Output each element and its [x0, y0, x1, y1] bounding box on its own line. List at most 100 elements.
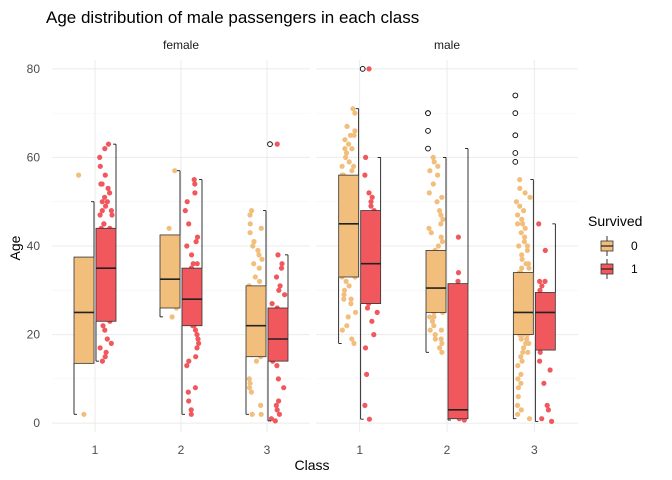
data-point-female-class3-survived0	[249, 411, 255, 417]
outlier-male-class2-survived0	[425, 110, 431, 116]
data-point-male-class3-survived0	[527, 194, 533, 200]
data-point-female-class3-survived1	[276, 411, 282, 417]
data-point-male-class3-survived0	[515, 394, 521, 400]
boxplot-female-class3-survived0	[245, 210, 267, 415]
data-point-male-class3-survived0	[515, 385, 522, 391]
data-point-male-class2-survived1	[455, 234, 461, 240]
data-point-female-class2-survived1	[186, 221, 192, 227]
data-point-male-class3-survived0	[521, 345, 527, 351]
data-point-male-class3-survived0	[519, 265, 525, 271]
data-point-male-class3-survived0	[518, 371, 524, 377]
data-point-male-class3-survived0	[515, 376, 521, 382]
data-point-male-class1-survived1	[364, 305, 371, 311]
data-point-male-class1-survived0	[351, 340, 357, 346]
x-tick-label-female-1: 1	[92, 443, 99, 457]
data-point-male-class1-survived0	[347, 132, 354, 138]
box-female-class1-survived0	[73, 256, 95, 364]
outlier-female-class3-survived1	[267, 141, 273, 147]
data-point-male-class3-survived0	[519, 216, 525, 222]
data-point-female-class1-survived1	[101, 221, 107, 227]
data-point-female-class1-survived0	[81, 411, 87, 417]
data-point-male-class3-survived0	[514, 402, 521, 408]
data-point-female-class2-survived1	[194, 261, 200, 267]
data-point-female-class1-survived1	[104, 199, 110, 205]
outlier-male-class3-survived0	[512, 132, 519, 139]
data-point-female-class2-survived1	[184, 363, 190, 369]
legend-title: Survived	[588, 213, 642, 229]
data-point-male-class3-survived0	[522, 225, 528, 231]
data-point-male-class3-survived0	[526, 416, 533, 422]
data-point-male-class3-survived0	[515, 411, 521, 417]
data-point-male-class2-survived0	[431, 159, 437, 165]
data-point-male-class3-survived0	[521, 239, 528, 245]
data-point-female-class1-survived1	[100, 323, 106, 329]
facet-label-female: female	[163, 38, 199, 52]
data-point-female-class2-survived1	[184, 243, 190, 249]
box-male-class1-survived1	[360, 210, 382, 304]
box-male-class3-survived1	[534, 292, 556, 351]
x-tick-label-female-2: 2	[178, 443, 185, 457]
data-point-male-class3-survived0	[517, 203, 523, 209]
data-point-male-class2-survived0	[432, 336, 438, 342]
x-axis-title: Class	[294, 457, 329, 473]
data-point-female-class3-survived0	[255, 247, 261, 253]
y-tick-label-80: 80	[27, 62, 41, 76]
data-point-male-class2-survived0	[431, 314, 437, 320]
data-point-male-class2-survived0	[426, 225, 432, 231]
data-point-male-class1-survived0	[350, 106, 356, 112]
data-point-female-class3-survived1	[281, 385, 287, 391]
data-point-male-class2-survived0	[427, 168, 433, 174]
data-point-male-class3-survived0	[513, 199, 520, 205]
boxplot-female-class1-survived1	[95, 143, 117, 362]
data-point-male-class3-survived1	[549, 418, 555, 424]
data-point-female-class1-survived1	[103, 349, 109, 355]
data-point-male-class2-survived0	[435, 243, 441, 249]
data-point-female-class3-survived0	[247, 230, 253, 236]
outlier-male-class1-survived1	[359, 66, 366, 72]
data-point-male-class2-survived0	[438, 327, 444, 333]
data-point-male-class1-survived0	[343, 150, 350, 156]
data-point-male-class1-survived0	[351, 163, 357, 169]
data-point-male-class3-survived1	[545, 407, 552, 413]
data-point-male-class1-survived1	[362, 172, 368, 178]
boxplot-male-class3-survived1	[534, 223, 556, 422]
legend-key-0	[600, 236, 614, 256]
data-point-female-class1-survived1	[107, 190, 113, 196]
facet-panels: female 1 2 3 male 1 2 3 0 20 40 60 80	[27, 38, 578, 457]
data-point-female-class3-survived0	[248, 389, 254, 395]
data-point-male-class1-survived1	[362, 402, 368, 408]
data-point-male-class1-survived0	[343, 154, 349, 160]
data-point-male-class1-survived0	[339, 163, 345, 169]
data-point-male-class1-survived0	[346, 159, 352, 165]
data-point-female-class1-survived1	[105, 185, 111, 191]
data-point-male-class3-survived1	[536, 221, 542, 227]
data-point-male-class1-survived1	[366, 66, 372, 72]
data-point-male-class3-survived0	[524, 247, 531, 253]
data-point-male-class1-survived0	[346, 141, 352, 147]
y-tick-label-40: 40	[27, 239, 41, 253]
data-point-female-class3-survived0	[249, 208, 255, 214]
box-female-class3-survived0	[245, 285, 267, 358]
data-point-male-class3-survived1	[547, 367, 553, 373]
data-point-male-class2-survived0	[437, 345, 443, 351]
data-point-female-class1-survived1	[97, 345, 103, 351]
data-point-male-class3-survived0	[518, 336, 524, 342]
data-point-female-class3-survived0	[257, 278, 263, 284]
data-point-female-class3-survived1	[272, 418, 278, 424]
outlier-male-class3-survived0	[512, 110, 519, 116]
data-point-male-class3-survived1	[542, 247, 548, 253]
data-point-male-class1-survived0	[352, 309, 359, 315]
data-point-male-class2-survived0	[436, 208, 443, 214]
data-point-female-class1-survived1	[103, 203, 109, 209]
y-tick-label-0: 0	[33, 416, 40, 430]
data-point-female-class3-survived0	[247, 221, 253, 227]
data-point-male-class3-survived1	[537, 278, 543, 284]
data-point-female-class2-survived1	[194, 345, 200, 351]
data-point-female-class3-survived1	[277, 283, 283, 289]
box-female-class2-survived0	[159, 234, 181, 309]
data-point-male-class1-survived0	[344, 123, 350, 129]
data-point-female-class3-survived1	[275, 252, 281, 258]
data-point-male-class2-survived0	[435, 163, 441, 169]
data-point-female-class3-survived0	[251, 261, 257, 267]
